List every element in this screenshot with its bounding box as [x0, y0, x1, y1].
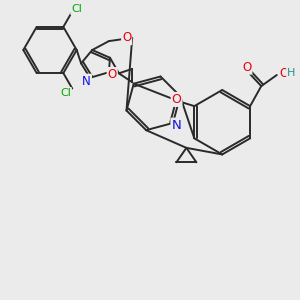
- Text: O: O: [108, 68, 117, 81]
- Text: N: N: [82, 75, 91, 88]
- Text: H: H: [287, 68, 296, 78]
- Text: O: O: [242, 61, 251, 74]
- Text: N: N: [171, 119, 181, 132]
- Text: O: O: [279, 68, 288, 80]
- Text: O: O: [172, 93, 182, 106]
- Text: Cl: Cl: [71, 4, 82, 14]
- Text: O: O: [122, 31, 131, 44]
- Text: Cl: Cl: [60, 88, 71, 98]
